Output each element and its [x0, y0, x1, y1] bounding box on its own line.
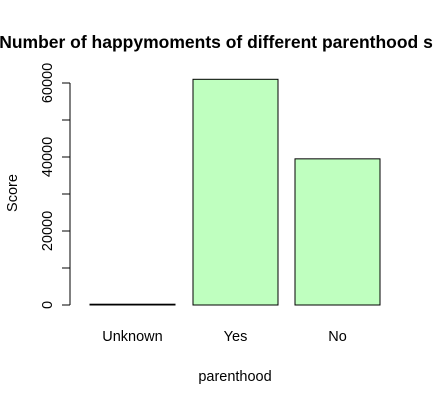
y-tick-label: 20000: [40, 211, 56, 251]
bar-yes: [192, 78, 279, 306]
y-tick-label: 60000: [40, 63, 56, 103]
x-axis-label: parenthood: [198, 369, 271, 385]
bar-no: [294, 158, 381, 306]
x-tick-label-yes: Yes: [224, 329, 248, 345]
bar-unknown: [89, 303, 176, 306]
y-tick-label: 0: [40, 301, 56, 309]
chart-title: Number of happymoments of different pare…: [0, 32, 433, 52]
y-axis: 0 20000 40000 60000: [40, 63, 71, 309]
y-tick-label: 40000: [40, 137, 56, 177]
x-tick-label-no: No: [328, 329, 347, 345]
bars: [89, 78, 381, 306]
x-tick-labels: Unknown Yes No: [102, 329, 347, 345]
y-axis-label: Score: [5, 174, 21, 212]
x-tick-label-unknown: Unknown: [102, 329, 162, 345]
